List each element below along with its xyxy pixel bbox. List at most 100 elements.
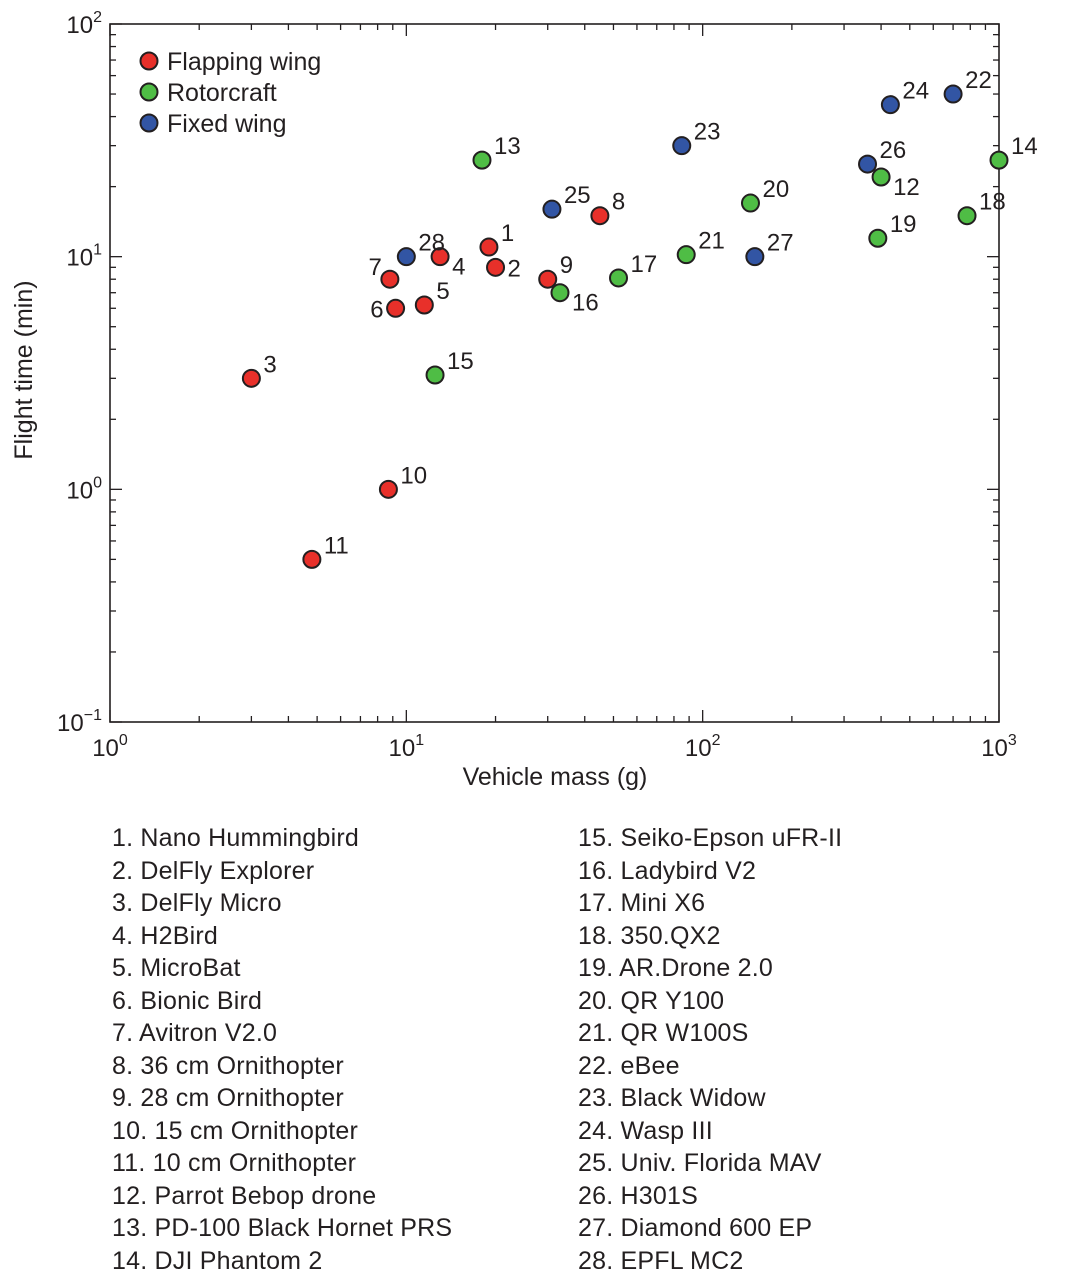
data-point-label: 25 bbox=[564, 182, 591, 209]
data-point-label: 14 bbox=[1011, 133, 1038, 160]
vehicle-list-item: 3. DelFly Micro bbox=[112, 889, 282, 917]
data-point-marker bbox=[430, 247, 450, 267]
data-point-marker bbox=[425, 365, 445, 385]
tick-exponent: 2 bbox=[712, 732, 721, 749]
data-point-label: 13 bbox=[494, 133, 521, 160]
vehicle-list-item: 1. Nano Hummingbird bbox=[112, 824, 359, 852]
legend-label: Fixed wing bbox=[167, 110, 287, 138]
legend-marker bbox=[139, 51, 159, 71]
data-point-marker bbox=[241, 368, 261, 388]
data-point-marker bbox=[414, 295, 434, 315]
vehicle-list-item: 15. Seiko-Epson uFR-II bbox=[578, 824, 843, 852]
tick-base: 10 bbox=[92, 735, 119, 762]
data-point-label: 17 bbox=[631, 251, 658, 278]
data-point-label: 7 bbox=[369, 254, 382, 281]
x-axis-label: Vehicle mass (g) bbox=[463, 763, 648, 791]
vehicle-list-item: 26. H301S bbox=[578, 1181, 698, 1210]
legend-label: Flapping wing bbox=[167, 48, 321, 76]
data-point-label: 19 bbox=[890, 211, 917, 238]
data-point-label: 22 bbox=[965, 67, 992, 94]
vehicle-list-item: 23. Black Widow bbox=[578, 1084, 766, 1112]
series-legend: Flapping wing Rotorcraft Fixed wing bbox=[139, 48, 321, 138]
y-tick-label: 100 bbox=[66, 474, 102, 504]
data-point-marker bbox=[542, 199, 562, 219]
vehicle-list-item: 2. DelFly Explorer bbox=[112, 856, 315, 885]
vehicle-list-item: 8. 36 cm Ornithopter bbox=[112, 1051, 344, 1080]
tick-exponent: 2 bbox=[93, 9, 102, 26]
data-point-label: 10 bbox=[400, 462, 427, 489]
data-point-marker bbox=[302, 549, 322, 569]
data-point-label: 6 bbox=[370, 296, 383, 323]
tick-exponent: 0 bbox=[93, 474, 102, 491]
tick-exponent: 1 bbox=[93, 242, 102, 259]
data-point-label: 1 bbox=[501, 220, 514, 247]
data-point-label: 9 bbox=[560, 252, 573, 279]
vehicle-list-right: 15. Seiko-Epson uFR-II 16. Ladybird V2 1… bbox=[578, 822, 842, 1277]
data-point-marker bbox=[989, 150, 1009, 170]
data-point-marker bbox=[538, 269, 558, 289]
vehicle-list-item: 21. QR W100S bbox=[578, 1019, 749, 1047]
tick-base: 10 bbox=[66, 477, 93, 504]
data-point-marker bbox=[609, 268, 629, 288]
legend-marker bbox=[139, 113, 159, 133]
data-point-label: 8 bbox=[612, 189, 625, 216]
y-tick-label: 102 bbox=[66, 9, 102, 39]
data-point-label: 18 bbox=[979, 189, 1006, 216]
data-point-marker bbox=[479, 237, 499, 257]
data-point-label: 12 bbox=[893, 174, 920, 201]
data-point-marker bbox=[871, 167, 891, 187]
data-point-label: 11 bbox=[324, 532, 349, 559]
vehicle-list-item: 9. 28 cm Ornithopter bbox=[112, 1084, 344, 1112]
data-point-label: 15 bbox=[447, 348, 474, 375]
vehicle-list-item: 5. MicroBat bbox=[112, 954, 241, 982]
legend-marker bbox=[139, 82, 159, 102]
data-point-label: 27 bbox=[767, 230, 794, 257]
tick-base: 10 bbox=[57, 710, 84, 737]
vehicle-list-item: 18. 350.QX2 bbox=[578, 921, 721, 950]
vehicle-list-item: 11. 10 cm Ornithopter bbox=[112, 1149, 357, 1177]
x-tick-label: 101 bbox=[389, 732, 425, 762]
data-point-marker bbox=[957, 206, 977, 226]
data-point-label: 28 bbox=[418, 230, 445, 257]
data-point-marker bbox=[858, 154, 878, 174]
vehicle-list-item: 28. EPFL MC2 bbox=[578, 1246, 744, 1275]
tick-base: 10 bbox=[685, 735, 712, 762]
y-tick-label: 10−1 bbox=[57, 707, 102, 737]
vehicle-list-item: 10. 15 cm Ornithopter bbox=[112, 1116, 358, 1145]
vehicle-list-item: 20. QR Y100 bbox=[578, 986, 725, 1015]
data-point-label: 21 bbox=[698, 228, 725, 255]
data-point-marker bbox=[868, 228, 888, 248]
data-point-label: 4 bbox=[452, 254, 465, 281]
tick-exponent: 3 bbox=[1008, 732, 1017, 749]
legend-label: Rotorcraft bbox=[167, 79, 277, 107]
x-tick-label: 100 bbox=[92, 732, 128, 762]
tick-base: 10 bbox=[389, 735, 416, 762]
data-point-marker bbox=[672, 136, 692, 156]
data-point-marker bbox=[486, 257, 506, 277]
data-point-marker bbox=[550, 283, 570, 303]
tick-exponent: −1 bbox=[84, 707, 102, 724]
data-point-label: 3 bbox=[263, 351, 276, 378]
vehicle-list-left: 1. Nano Hummingbird 2. DelFly Explorer 3… bbox=[112, 822, 452, 1277]
data-point-label: 5 bbox=[436, 278, 449, 305]
tick-exponent: 1 bbox=[415, 732, 424, 749]
vehicle-list-item: 13. PD-100 Black Hornet PRS bbox=[112, 1214, 453, 1242]
data-point-marker bbox=[378, 479, 398, 499]
vehicle-list-item: 22. eBee bbox=[578, 1051, 680, 1080]
tick-exponent: 0 bbox=[119, 732, 128, 749]
data-point-label: 23 bbox=[694, 119, 721, 146]
vehicle-list-item: 27. Diamond 600 EP bbox=[578, 1214, 813, 1242]
data-point-label: 20 bbox=[762, 176, 789, 203]
vehicle-list-item: 25. Univ. Florida MAV bbox=[578, 1149, 822, 1177]
data-point-marker bbox=[386, 298, 406, 318]
y-tick-label: 101 bbox=[66, 242, 102, 272]
data-point-marker bbox=[380, 269, 400, 289]
tick-base: 10 bbox=[981, 735, 1008, 762]
vehicle-list-item: 4. H2Bird bbox=[112, 921, 219, 950]
x-tick-label: 102 bbox=[685, 732, 721, 762]
plot-area-frame bbox=[109, 23, 1000, 723]
vehicle-list-item: 17. Mini X6 bbox=[578, 889, 706, 917]
y-axis-label: Flight time (min) bbox=[10, 280, 38, 459]
